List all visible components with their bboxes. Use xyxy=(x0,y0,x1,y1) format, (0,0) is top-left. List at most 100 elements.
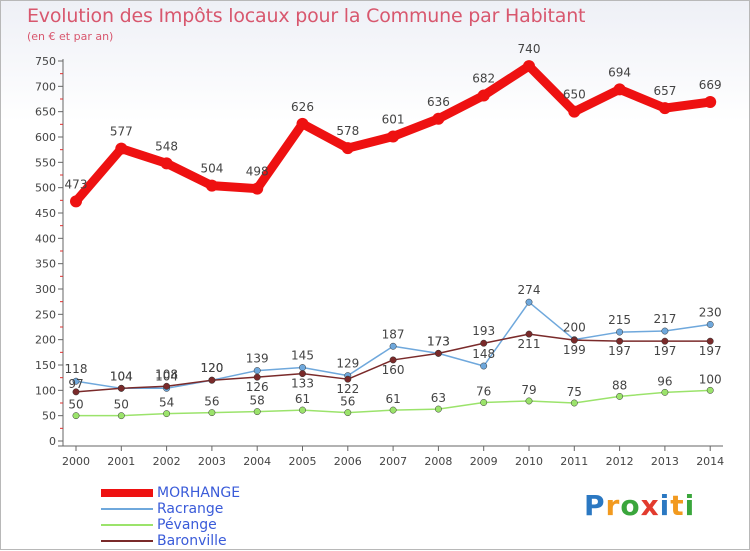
data-label: 636 xyxy=(427,95,450,109)
x-tick-label: 2001 xyxy=(107,455,135,468)
data-label: 54 xyxy=(159,396,174,410)
data-point xyxy=(570,399,578,407)
data-label: 145 xyxy=(291,349,314,363)
data-label: 200 xyxy=(563,321,586,335)
data-point xyxy=(661,388,669,396)
data-point xyxy=(616,328,624,336)
data-point xyxy=(341,142,354,155)
data-label: 498 xyxy=(246,165,269,179)
data-label: 626 xyxy=(291,100,314,114)
data-label: 274 xyxy=(518,283,541,297)
data-label: 104 xyxy=(155,369,178,383)
data-point xyxy=(661,327,669,335)
data-point xyxy=(525,298,533,306)
x-tick-label: 2000 xyxy=(62,455,90,468)
data-label: 504 xyxy=(200,162,223,176)
data-point xyxy=(253,408,261,416)
data-point xyxy=(70,195,82,208)
data-label: 740 xyxy=(518,42,541,56)
x-tick-label: 2008 xyxy=(424,455,452,468)
data-label: 50 xyxy=(114,398,129,412)
data-point xyxy=(568,105,581,118)
legend-label-pevange: Pévange xyxy=(157,517,217,533)
legend-label-baronville: Baronville xyxy=(157,533,227,549)
data-label: 230 xyxy=(699,305,722,319)
data-label: 122 xyxy=(336,382,359,396)
y-tick-label: 750 xyxy=(35,55,56,68)
x-tick-label: 2006 xyxy=(334,455,362,468)
data-label: 88 xyxy=(612,378,627,392)
data-label: 133 xyxy=(291,377,314,391)
data-label: 473 xyxy=(65,177,88,191)
data-point xyxy=(523,60,535,73)
x-tick-label: 2009 xyxy=(470,455,498,468)
data-label: 148 xyxy=(472,347,495,361)
data-point xyxy=(434,349,442,357)
data-label: 211 xyxy=(518,337,541,351)
data-point xyxy=(389,342,397,350)
logo-letter: i xyxy=(659,489,671,522)
data-point xyxy=(344,375,352,383)
data-label: 197 xyxy=(608,344,631,358)
x-tick-label: 2012 xyxy=(606,455,634,468)
data-label: 126 xyxy=(246,380,269,394)
data-label: 577 xyxy=(110,125,133,139)
x-tick-label: 2002 xyxy=(153,455,181,468)
logo-letter: i xyxy=(684,489,696,522)
data-label: 193 xyxy=(472,324,495,338)
legend-swatch-pevange xyxy=(101,524,153,526)
y-tick-label: 550 xyxy=(35,156,56,169)
x-tick-label: 2004 xyxy=(243,455,271,468)
y-tick-label: 250 xyxy=(35,308,56,321)
data-point xyxy=(117,412,125,420)
data-point xyxy=(72,388,80,396)
data-label: 129 xyxy=(336,357,359,371)
data-label: 58 xyxy=(250,394,265,408)
legend-label-morhange: MORHANGE xyxy=(157,485,241,501)
data-label: 215 xyxy=(608,313,631,327)
data-point xyxy=(299,406,306,414)
y-tick-label: 100 xyxy=(35,384,56,397)
data-label: 139 xyxy=(246,352,269,366)
data-point xyxy=(613,83,626,96)
y-tick-label: 600 xyxy=(35,131,56,144)
data-label: 682 xyxy=(472,71,495,85)
data-label: 650 xyxy=(563,88,586,102)
data-point xyxy=(477,89,490,102)
data-label: 79 xyxy=(521,383,536,397)
chart-subtitle: (en € et par an) xyxy=(27,30,114,43)
x-tick-label: 2003 xyxy=(198,455,226,468)
data-label: 120 xyxy=(200,361,223,375)
data-point xyxy=(299,370,306,378)
data-label: 173 xyxy=(427,334,450,348)
y-tick-label: 700 xyxy=(35,80,56,93)
chart-title: Evolution des Impôts locaux pour la Comm… xyxy=(27,5,586,27)
data-point xyxy=(616,392,624,400)
y-tick-label: 400 xyxy=(35,232,56,245)
data-label: 76 xyxy=(476,384,491,398)
data-label: 199 xyxy=(563,343,586,357)
data-point xyxy=(208,376,216,384)
data-label: 61 xyxy=(385,392,400,406)
data-point xyxy=(432,112,445,125)
data-label: 601 xyxy=(382,112,405,126)
legend-swatch-baronville xyxy=(101,540,153,542)
data-point xyxy=(72,412,80,420)
legend-swatch-racrange xyxy=(101,508,153,510)
data-point xyxy=(434,405,442,413)
data-point xyxy=(480,399,488,406)
x-tick-label: 2010 xyxy=(515,455,543,468)
data-point xyxy=(480,362,488,370)
data-point xyxy=(253,373,261,381)
x-tick-label: 2011 xyxy=(560,455,588,468)
data-point xyxy=(389,406,397,414)
data-label: 217 xyxy=(653,312,676,326)
data-point xyxy=(706,337,714,345)
legend-label-racrange: Racrange xyxy=(157,501,224,517)
data-point xyxy=(115,142,128,155)
data-point xyxy=(163,410,171,418)
data-label: 104 xyxy=(110,369,133,383)
logo-letter: P xyxy=(584,489,606,522)
